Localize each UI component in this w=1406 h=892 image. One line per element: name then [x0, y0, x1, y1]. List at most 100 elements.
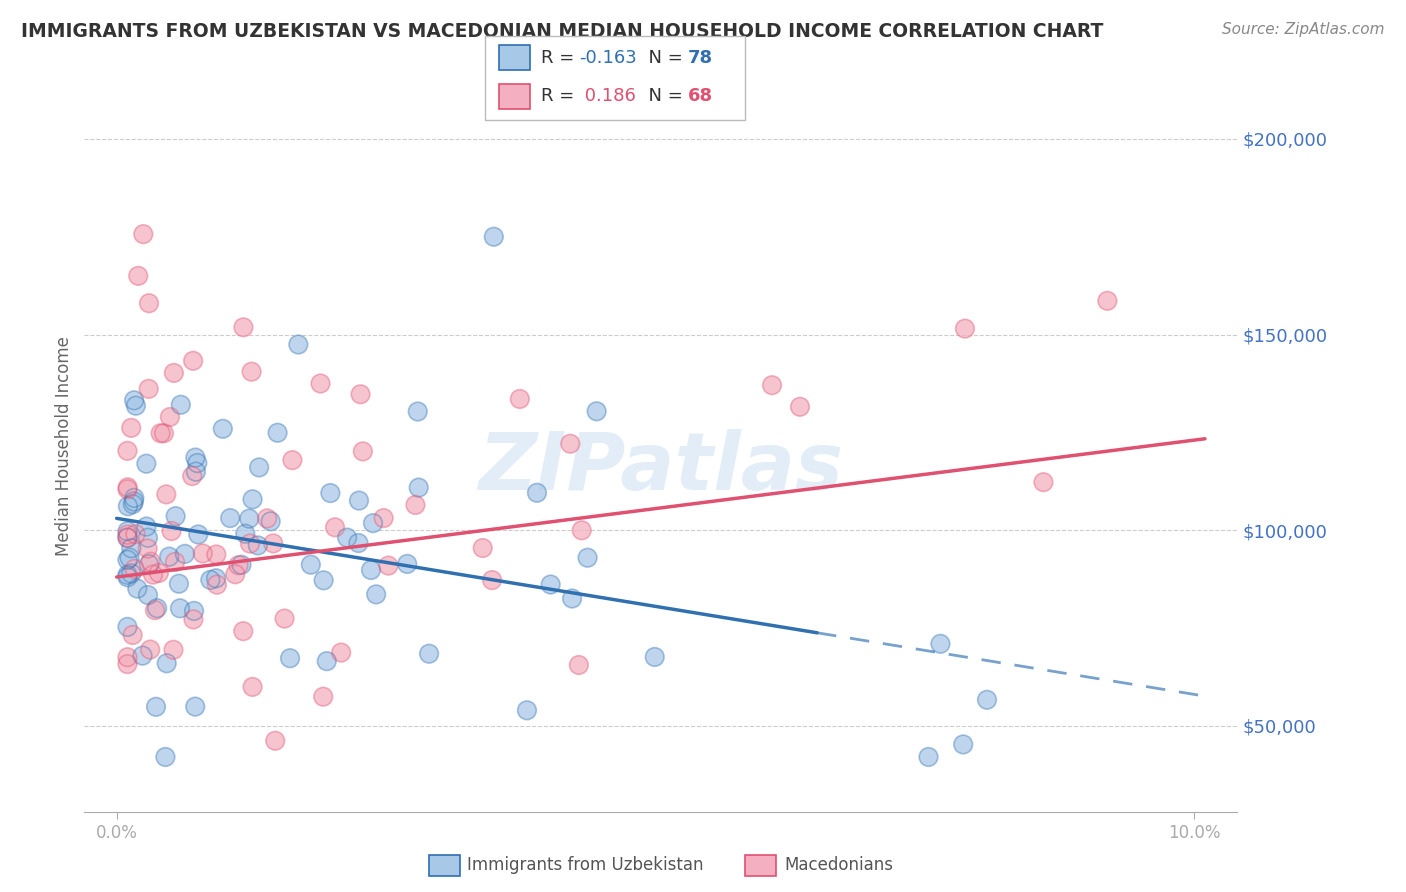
Point: [761, 378, 783, 392]
Point: [211, 422, 233, 436]
Point: [281, 453, 304, 467]
Point: [117, 531, 139, 545]
Point: [418, 647, 440, 661]
Point: [124, 527, 146, 541]
Point: [352, 444, 374, 458]
Point: [138, 382, 160, 396]
Point: [184, 699, 207, 714]
Point: [330, 646, 353, 660]
Point: [352, 444, 374, 458]
Point: [181, 469, 204, 483]
Point: [205, 571, 228, 585]
Point: [138, 296, 160, 310]
Point: [145, 699, 167, 714]
Point: [117, 527, 139, 541]
Point: [242, 492, 264, 507]
Point: [377, 558, 399, 573]
Point: [242, 492, 264, 507]
Point: [585, 404, 607, 418]
Point: [117, 500, 139, 514]
Point: [183, 612, 205, 626]
Point: [138, 558, 160, 572]
Point: [136, 531, 159, 545]
Point: [117, 620, 139, 634]
Point: [160, 524, 183, 538]
Point: [929, 637, 952, 651]
Point: [120, 566, 142, 581]
Point: [471, 541, 494, 555]
Point: [299, 558, 322, 572]
Point: [132, 227, 155, 241]
Point: [571, 523, 593, 537]
Point: [232, 624, 254, 639]
Point: [242, 680, 264, 694]
Point: [482, 229, 505, 244]
Point: [576, 550, 599, 565]
Point: [125, 399, 148, 413]
Point: [120, 566, 142, 581]
Point: [135, 519, 157, 533]
Point: [336, 531, 359, 545]
Point: [1097, 293, 1119, 308]
Point: [273, 611, 295, 625]
Point: [347, 536, 370, 550]
Point: [315, 654, 337, 668]
Point: [149, 426, 172, 441]
Point: [124, 562, 146, 576]
Point: [281, 453, 304, 467]
Point: [323, 520, 346, 534]
Point: [117, 443, 139, 458]
Point: [408, 481, 430, 495]
Point: [117, 524, 139, 539]
Point: [264, 733, 287, 747]
Point: [167, 576, 190, 591]
Point: [377, 558, 399, 573]
Point: [186, 456, 208, 470]
Point: [173, 547, 195, 561]
Point: [121, 628, 143, 642]
Point: [312, 690, 335, 704]
Point: [156, 657, 179, 671]
Point: [561, 591, 583, 606]
Point: [162, 642, 184, 657]
Point: [136, 541, 159, 556]
Point: [516, 703, 538, 717]
Point: [287, 337, 309, 351]
Point: [976, 693, 998, 707]
Point: [153, 426, 176, 441]
Text: Immigrants from Uzbekistan: Immigrants from Uzbekistan: [467, 856, 703, 874]
Point: [170, 398, 193, 412]
Point: [143, 603, 166, 617]
Point: [146, 601, 169, 615]
Point: [264, 733, 287, 747]
Point: [309, 376, 332, 391]
Point: [181, 353, 204, 368]
Point: [117, 483, 139, 497]
Point: [260, 514, 283, 528]
Point: [122, 494, 145, 508]
Point: [278, 651, 301, 665]
Point: [366, 587, 388, 601]
Point: [138, 296, 160, 310]
Point: [242, 680, 264, 694]
Point: [406, 404, 429, 418]
Point: [200, 573, 222, 587]
Point: [360, 563, 382, 577]
Point: [132, 227, 155, 241]
Point: [122, 393, 145, 408]
Point: [247, 460, 270, 475]
Point: [145, 699, 167, 714]
Text: 0.186: 0.186: [579, 87, 636, 105]
Point: [117, 567, 139, 582]
Text: N =: N =: [637, 49, 689, 67]
Point: [117, 527, 139, 541]
Point: [231, 558, 253, 572]
Point: [917, 750, 939, 764]
Point: [117, 570, 139, 584]
Point: [406, 404, 429, 418]
Point: [117, 553, 139, 567]
Point: [121, 628, 143, 642]
Point: [142, 567, 165, 582]
Point: [187, 527, 209, 541]
Point: [136, 588, 159, 602]
